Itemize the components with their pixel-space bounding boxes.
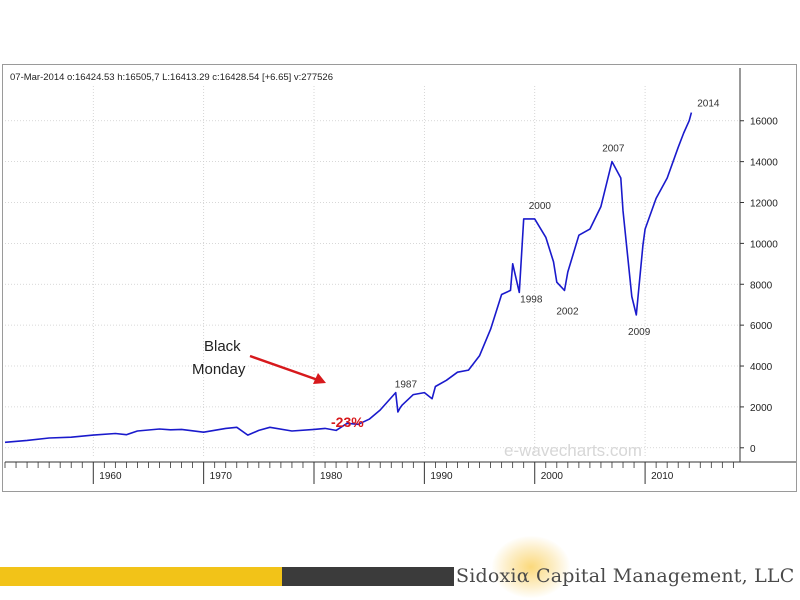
- black-monday-label-line2: Monday: [192, 361, 246, 378]
- peak-label: 2007: [602, 144, 625, 155]
- y-tick-label: 0: [750, 444, 756, 455]
- footer-yellow-bar: [0, 567, 282, 586]
- logo-glow: [492, 536, 570, 598]
- x-tick-label: 1980: [320, 471, 343, 482]
- dow-price-line: [4, 112, 693, 444]
- y-tick-label: 16000: [750, 117, 778, 128]
- y-tick-label: 8000: [750, 280, 773, 291]
- footer-dark-bar: [282, 567, 454, 586]
- x-tick-label: 1960: [99, 471, 122, 482]
- grid-lines: [5, 86, 740, 458]
- chart-panel: [2, 64, 797, 492]
- peak-label: 2002: [556, 307, 579, 318]
- y-tick-label: 6000: [750, 321, 773, 332]
- peak-labels: 1987 2000 1998 2002 2007 2009 2014: [395, 99, 720, 391]
- y-tick-label: 4000: [750, 362, 773, 373]
- logo-prefix: Sidoxi: [456, 565, 517, 587]
- x-tick-label: 2010: [651, 471, 674, 482]
- peak-label: 2009: [628, 327, 651, 338]
- x-tick-label: 1990: [430, 471, 453, 482]
- peak-label: 2000: [529, 201, 552, 212]
- drop-percent-label: -23%: [331, 414, 364, 430]
- peak-label: 1987: [395, 380, 418, 391]
- x-tick-label: 2000: [541, 471, 564, 482]
- ohlc-readout: 07-Mar-2014 o:16424.53 h:16505,7 L:16413…: [10, 72, 333, 83]
- callout-arrowhead: [313, 373, 326, 384]
- company-logo: Sidoxiα Capital Management, LLC: [456, 565, 794, 587]
- y-tick-label: 12000: [750, 199, 778, 210]
- y-tick-label: 10000: [750, 239, 778, 250]
- peak-label: 2014: [697, 99, 720, 110]
- watermark-text: e-wavecharts.com: [504, 441, 642, 460]
- black-monday-label-line1: Black: [204, 338, 241, 355]
- logo-alpha: α: [516, 565, 530, 587]
- logo-suffix: Capital Management, LLC: [529, 565, 795, 587]
- axes: 0 2000 4000 6000 8000 10000 12000 14000 16000 196…: [4, 68, 796, 484]
- y-tick-label: 2000: [750, 403, 773, 414]
- y-tick-label: 14000: [750, 158, 778, 169]
- x-tick-label: 1970: [210, 471, 233, 482]
- callout-arrow: [249, 354, 319, 382]
- peak-label: 1998: [520, 294, 543, 305]
